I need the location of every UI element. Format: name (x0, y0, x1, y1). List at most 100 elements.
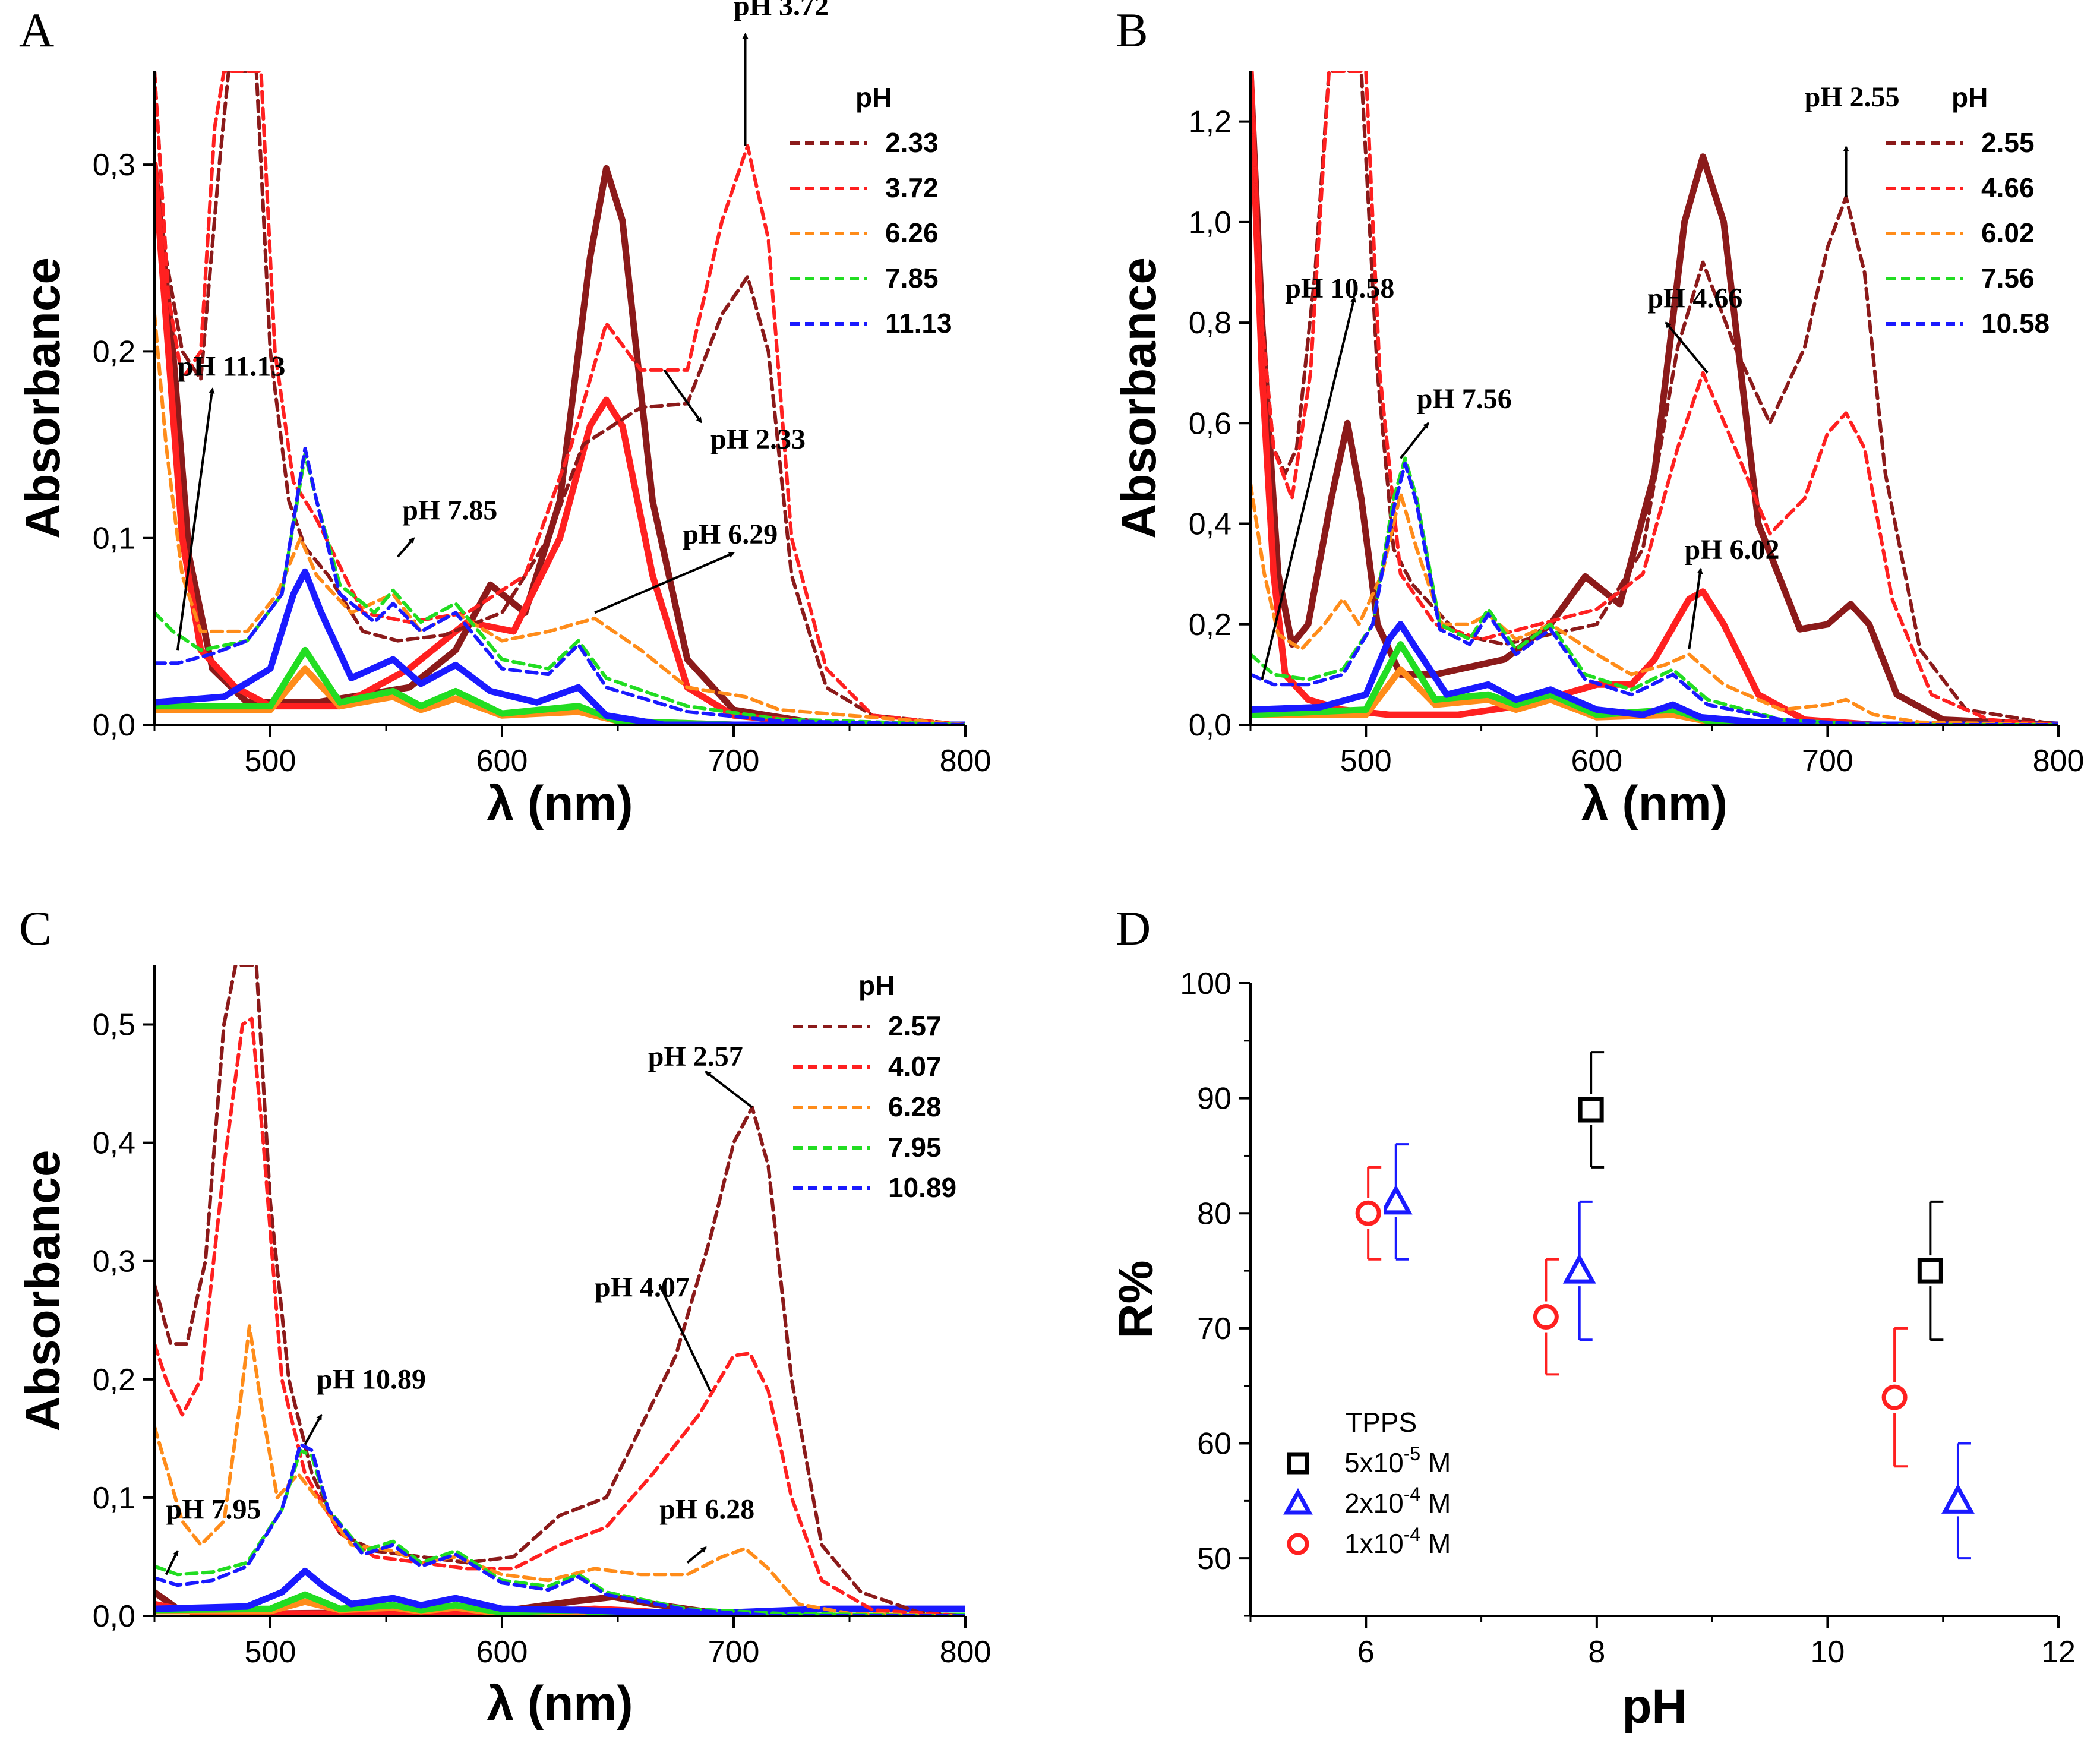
series-line-10 (1250, 462, 2058, 725)
x-tick-label: 500 (1340, 744, 1392, 778)
marker-triangle (1283, 1488, 1313, 1515)
x-tick-label: 6 (1357, 1635, 1375, 1669)
x-tick-label: 500 (245, 744, 296, 778)
marker-circle (1287, 1533, 1309, 1555)
y-tick-label: 90 (1197, 1082, 1231, 1116)
series-line-6 (1250, 71, 2058, 725)
annotation-arrow (663, 369, 703, 424)
annotation-arrow (658, 1283, 712, 1392)
series-line-10 (154, 1442, 965, 1616)
marker-square (1917, 1258, 1943, 1284)
legend-label: 7.95 (888, 1132, 942, 1163)
series-line-7 (154, 1016, 965, 1616)
legend-label: 2.57 (888, 1011, 942, 1041)
y-tick-label: 50 (1197, 1542, 1231, 1576)
marker-circle (1533, 1304, 1559, 1330)
annotation-arrow (165, 1549, 179, 1575)
y-tick-label: 0,4 (93, 1126, 135, 1161)
panel-c-spectra-chart: 500 600 700 800 0,0 0,1 0,2 0,3 0,4 0,5 Absorbance… (16, 965, 991, 1731)
legend-label: 10.58 (1981, 308, 2050, 339)
x-tick-label: 700 (1802, 744, 1853, 778)
annotation-arrow (1688, 567, 1703, 650)
series-line-8 (154, 1324, 965, 1616)
panel-label-b: B (1116, 3, 1148, 57)
marker-square (1287, 1452, 1309, 1475)
x-tick-label: 700 (708, 1635, 760, 1669)
y-tick-label: 0,0 (93, 1599, 135, 1634)
annotation-arrow (176, 387, 215, 651)
x-axis-title: pH (1622, 1679, 1687, 1734)
annotation-label: pH 2.33 (710, 424, 806, 455)
x-tick-label: 800 (940, 1635, 991, 1669)
series-line-8 (154, 312, 965, 725)
y-axis-title: Absorbance (1112, 257, 1166, 539)
series-line-1 (1250, 71, 2058, 725)
y-axis-title: Absorbance (16, 257, 70, 539)
annotation-arrow (705, 1071, 753, 1109)
annotation-label: pH 6.02 (1685, 534, 1780, 566)
annotation-arrow (304, 1413, 323, 1445)
series-line-5 (1250, 621, 2058, 725)
series-line-6 (154, 71, 965, 725)
panel-d-removal-chart: 6 8 10 12 50 60 70 80 90 100 R% pH TPPS 5x10-5 M 2x10-… (1109, 967, 2076, 1734)
y-tick-label: 1,0 (1189, 206, 1231, 240)
y-tick-label: 0,2 (1189, 608, 1231, 642)
annotation-arrow (1400, 422, 1429, 459)
x-axis-title: λ (nm) (487, 776, 633, 831)
x-tick-label: 8 (1588, 1635, 1605, 1669)
y-tick-label: 0,2 (93, 1363, 135, 1397)
series-line-9 (154, 1448, 965, 1616)
marker-triangle (1562, 1253, 1596, 1284)
legend-label: 11.13 (885, 308, 952, 339)
legend-label: 10.89 (888, 1172, 956, 1203)
y-tick-label: 60 (1197, 1427, 1231, 1461)
panel-label-c: C (19, 901, 52, 955)
series-line-7 (1250, 71, 2058, 725)
series-line-9 (1250, 456, 2058, 725)
legend-title: pH (855, 82, 892, 113)
y-tick-label: 1,2 (1189, 105, 1231, 140)
panel-label-a: A (19, 3, 54, 57)
annotation-label: pH 7.95 (166, 1494, 261, 1526)
legend-title: TPPS (1346, 1407, 1417, 1438)
x-tick-label: 500 (245, 1635, 296, 1669)
y-tick-label: 0,8 (1189, 306, 1231, 340)
legend-label: 7.85 (885, 263, 939, 293)
annotation-label: pH 7.85 (402, 494, 497, 526)
annotation-label: pH 2.55 (1805, 81, 1900, 113)
annotation-label: pH 6.29 (683, 519, 778, 550)
legend-title: pH (858, 970, 895, 1001)
y-tick-label: 70 (1197, 1312, 1231, 1346)
series-group (154, 965, 965, 1616)
legend-label: 1x10-4 M (1344, 1524, 1451, 1559)
annotation-label: pH 11.13 (178, 351, 285, 382)
x-tick-label: 600 (476, 744, 528, 778)
x-axis-title: λ (nm) (1581, 776, 1728, 831)
legend-label: 2.55 (1981, 127, 2035, 158)
legend-label: 3.72 (885, 172, 939, 203)
marker-triangle (1379, 1184, 1413, 1215)
x-tick-label: 12 (2041, 1635, 2076, 1669)
series-line-7 (154, 71, 965, 725)
y-tick-label: 80 (1197, 1196, 1231, 1231)
annotation-label: pH 2.57 (648, 1041, 743, 1072)
annotation-label: pH 7.56 (1417, 383, 1512, 415)
y-tick-label: 100 (1180, 967, 1231, 1001)
annotation-arrow (686, 1546, 707, 1564)
y-tick-label: 0,2 (93, 334, 135, 369)
legend-label: 2x10-4 M (1344, 1483, 1451, 1518)
y-tick-label: 0,5 (93, 1008, 135, 1043)
marker-circle (1881, 1384, 1908, 1410)
annotation-label: pH 10.89 (317, 1364, 426, 1395)
legend-label: 2.33 (885, 127, 939, 158)
y-axis-title: Absorbance (16, 1150, 70, 1432)
x-tick-label: 700 (708, 744, 760, 778)
y-axis-title: R% (1109, 1260, 1163, 1338)
annotation-label: pH 10.58 (1285, 273, 1394, 304)
series-line-10 (154, 446, 965, 725)
legend-label: 5x10-5 M (1344, 1443, 1451, 1478)
marker-square (1578, 1097, 1604, 1123)
x-tick-label: 600 (476, 1635, 528, 1669)
